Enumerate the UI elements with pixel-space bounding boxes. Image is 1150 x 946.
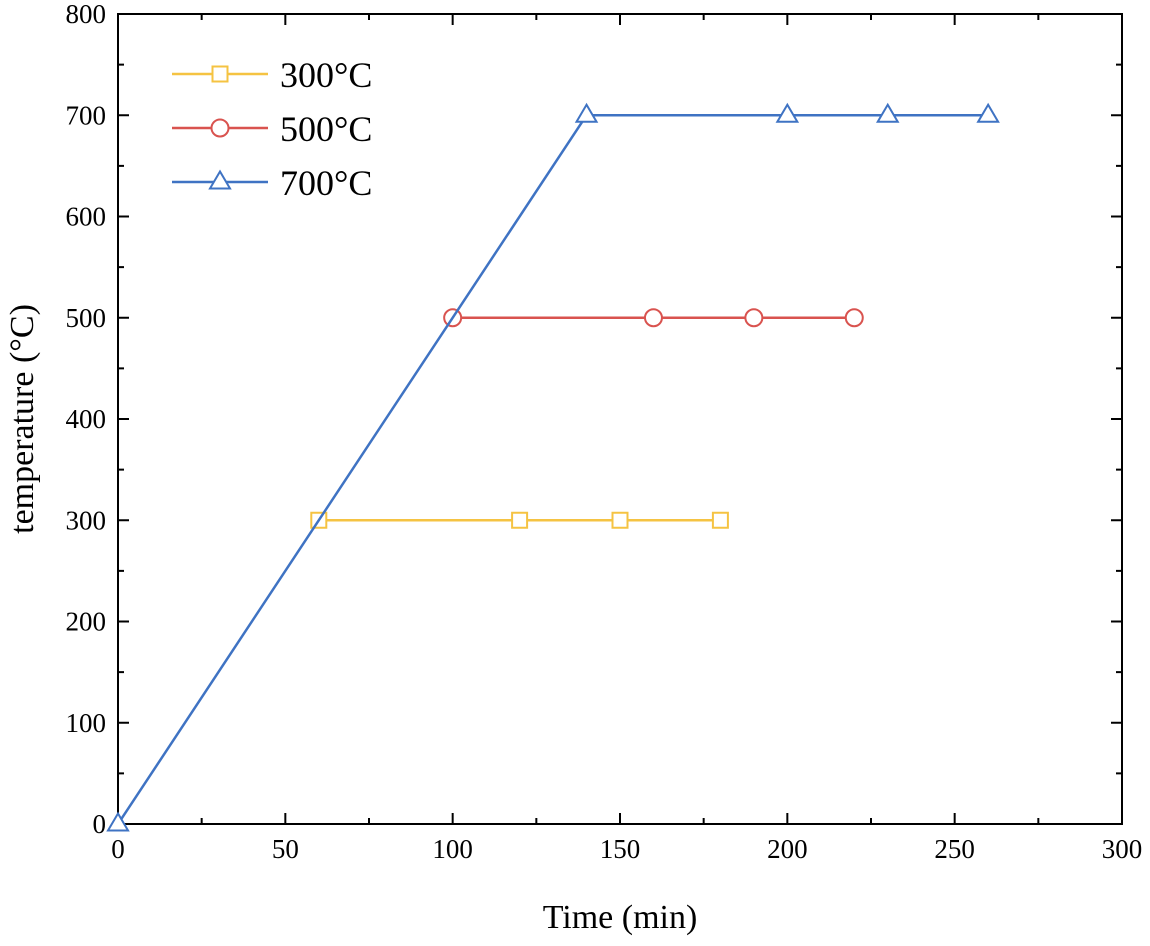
data-point-square <box>711 511 729 529</box>
x-tick-label: 150 <box>600 834 641 864</box>
data-point-triangle <box>775 102 800 123</box>
y-axis-title: temperature (°C) <box>4 304 41 534</box>
data-point-circle <box>643 308 663 328</box>
y-tick-label: 500 <box>66 303 107 333</box>
data-point-square <box>511 511 529 529</box>
x-tick-label: 300 <box>1102 834 1143 864</box>
data-point-triangle <box>574 102 599 123</box>
x-tick-label: 250 <box>934 834 975 864</box>
y-tick-label: 0 <box>93 809 107 839</box>
legend-marker-square <box>211 65 229 83</box>
data-point-triangle <box>976 102 1000 123</box>
y-tick-label: 200 <box>66 607 107 637</box>
data-point-triangle <box>875 102 900 123</box>
legend-label: 700°C <box>280 163 372 203</box>
legend-item: 700°C <box>172 163 372 203</box>
legend-item: 300°C <box>172 55 372 95</box>
legend-marker-circle <box>210 118 230 138</box>
x-axis-title: Time (min) <box>543 899 698 936</box>
series-1 <box>443 308 864 328</box>
x-tick-label: 50 <box>272 834 299 864</box>
legend-label: 500°C <box>280 109 372 149</box>
plot-frame <box>117 13 1123 825</box>
y-tick-label: 600 <box>66 202 107 232</box>
series-0 <box>310 511 729 529</box>
x-tick-label: 200 <box>767 834 808 864</box>
x-tick-label: 100 <box>432 834 473 864</box>
legend-label: 300°C <box>280 55 372 95</box>
data-point-triangle <box>106 811 130 832</box>
data-point-square <box>611 511 629 529</box>
legend-item: 500°C <box>172 109 372 149</box>
legend: 300°C 500°C 700°C <box>172 55 372 203</box>
legend-marker-triangle <box>208 169 232 190</box>
series-line <box>116 114 989 825</box>
y-tick-label: 800 <box>66 0 107 29</box>
y-tick-label: 400 <box>66 404 107 434</box>
x-tick-label: 0 <box>111 834 125 864</box>
series-2 <box>106 102 1000 832</box>
axes-layer: 0 50 100 150 200 250 300 0 100 200 300 400 500 600 700… <box>66 0 1143 864</box>
y-tick-label: 300 <box>66 505 107 535</box>
y-tick-label: 700 <box>66 100 107 130</box>
data-point-circle <box>744 308 764 328</box>
y-tick-label: 100 <box>66 708 107 738</box>
data-point-circle <box>844 308 864 328</box>
series-layer <box>106 102 1000 832</box>
